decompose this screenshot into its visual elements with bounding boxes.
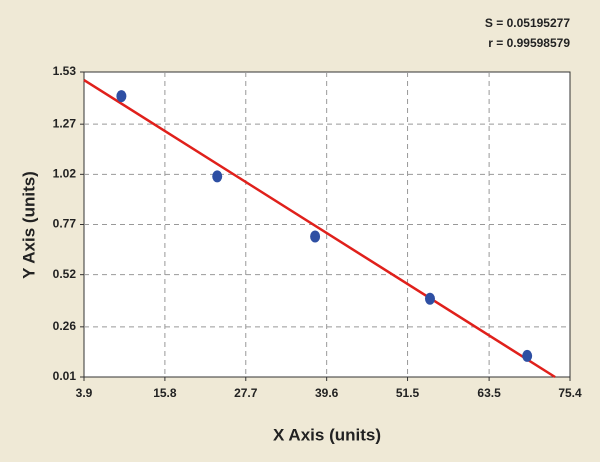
x-axis-label: X Axis (units) <box>273 425 381 444</box>
x-tick-label: 63.5 <box>477 386 501 400</box>
point <box>424 292 435 305</box>
point <box>522 349 533 362</box>
x-tick-label: 27.7 <box>234 386 258 400</box>
y-tick-label: 0.01 <box>53 369 77 383</box>
x-tick-label: 51.5 <box>396 386 420 400</box>
point <box>310 230 321 243</box>
x-tick-label: 15.8 <box>153 386 177 400</box>
x-tick-label: 39.6 <box>315 386 339 400</box>
point <box>212 170 223 183</box>
y-tick-label: 1.53 <box>53 64 77 78</box>
y-tick-label: 1.02 <box>53 167 77 181</box>
y-tick-label: 0.26 <box>53 319 77 333</box>
x-tick-label: 75.4 <box>558 386 582 400</box>
y-tick-label: 0.77 <box>53 217 77 231</box>
annotation: r = 0.99598579 <box>488 36 570 50</box>
y-tick-label: 0.52 <box>53 267 77 281</box>
y-tick-label: 1.27 <box>53 116 77 130</box>
fit-line <box>83 78 556 379</box>
y-axis-label: Y Axis (units) <box>19 171 38 279</box>
annotation: S = 0.05195277 <box>485 16 570 30</box>
point <box>116 90 127 103</box>
x-tick-label: 3.9 <box>76 386 93 400</box>
